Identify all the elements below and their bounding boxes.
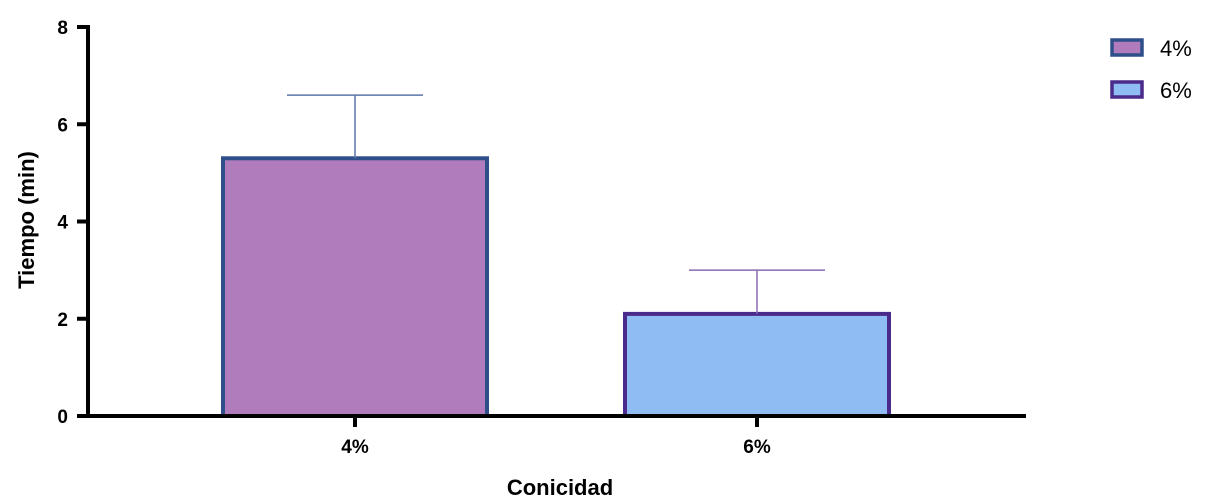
legend-item: 4% xyxy=(1110,36,1192,61)
legend: 4% 6% xyxy=(1110,36,1192,103)
legend-label: 6% xyxy=(1160,78,1192,103)
y-tick-label: 0 xyxy=(57,407,68,428)
x-axis-title: Conicidad xyxy=(507,475,613,500)
legend-swatch xyxy=(1110,80,1144,99)
bar-2 xyxy=(623,311,891,419)
legend-item: 6% xyxy=(1110,78,1192,103)
x-tick-label: 4% xyxy=(341,437,369,458)
y-tick-label: 6 xyxy=(57,115,68,136)
y-ticks: 0 2 4 6 8 xyxy=(57,18,88,428)
error-bar-1 xyxy=(287,94,423,159)
x-ticks: 4% 6% xyxy=(341,416,771,458)
legend-swatch xyxy=(1110,38,1144,57)
y-tick-label: 2 xyxy=(57,310,68,331)
x-tick-label: 6% xyxy=(743,437,771,458)
y-axis-title: Tiempo (min) xyxy=(14,151,39,289)
bars-layer xyxy=(221,156,891,419)
y-tick-label: 8 xyxy=(57,18,68,39)
error-bars-layer xyxy=(287,94,825,314)
y-tick-label: 4 xyxy=(57,213,68,234)
legend-label: 4% xyxy=(1160,36,1192,61)
bar-1 xyxy=(221,156,489,418)
error-bar-2 xyxy=(689,269,825,314)
